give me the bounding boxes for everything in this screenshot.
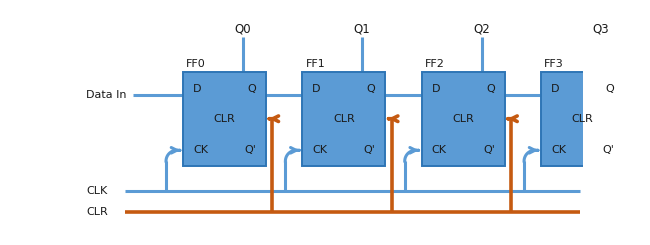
- FancyBboxPatch shape: [302, 72, 385, 166]
- Text: Q1: Q1: [354, 22, 370, 35]
- Text: CLR: CLR: [452, 114, 474, 124]
- Text: CLK: CLK: [86, 186, 107, 196]
- Text: Data In: Data In: [86, 90, 127, 100]
- Text: D: D: [551, 84, 560, 94]
- FancyBboxPatch shape: [541, 72, 624, 166]
- Text: Q': Q': [363, 145, 376, 155]
- Text: D: D: [432, 84, 440, 94]
- Text: Q: Q: [605, 84, 614, 94]
- Text: CLR: CLR: [214, 114, 235, 124]
- Text: FF1: FF1: [306, 60, 325, 69]
- Text: Q: Q: [486, 84, 495, 94]
- Text: Q': Q': [483, 145, 495, 155]
- Text: FF2: FF2: [424, 60, 445, 69]
- Text: CK: CK: [313, 145, 328, 155]
- Text: CLR: CLR: [333, 114, 355, 124]
- Text: CK: CK: [432, 145, 447, 155]
- Text: Q0: Q0: [235, 22, 251, 35]
- Text: CLR: CLR: [572, 114, 593, 124]
- Text: Q: Q: [248, 84, 256, 94]
- Text: CK: CK: [551, 145, 566, 155]
- Text: CLR: CLR: [86, 207, 108, 217]
- Text: CK: CK: [193, 145, 208, 155]
- Text: FF3: FF3: [544, 60, 564, 69]
- Text: Q': Q': [603, 145, 614, 155]
- Text: Q': Q': [244, 145, 256, 155]
- FancyBboxPatch shape: [422, 72, 505, 166]
- Text: Q: Q: [367, 84, 376, 94]
- Text: Q3: Q3: [593, 22, 609, 35]
- Text: D: D: [313, 84, 321, 94]
- FancyBboxPatch shape: [183, 72, 266, 166]
- Text: D: D: [193, 84, 202, 94]
- Text: Q2: Q2: [473, 22, 490, 35]
- Text: FF0: FF0: [186, 60, 206, 69]
